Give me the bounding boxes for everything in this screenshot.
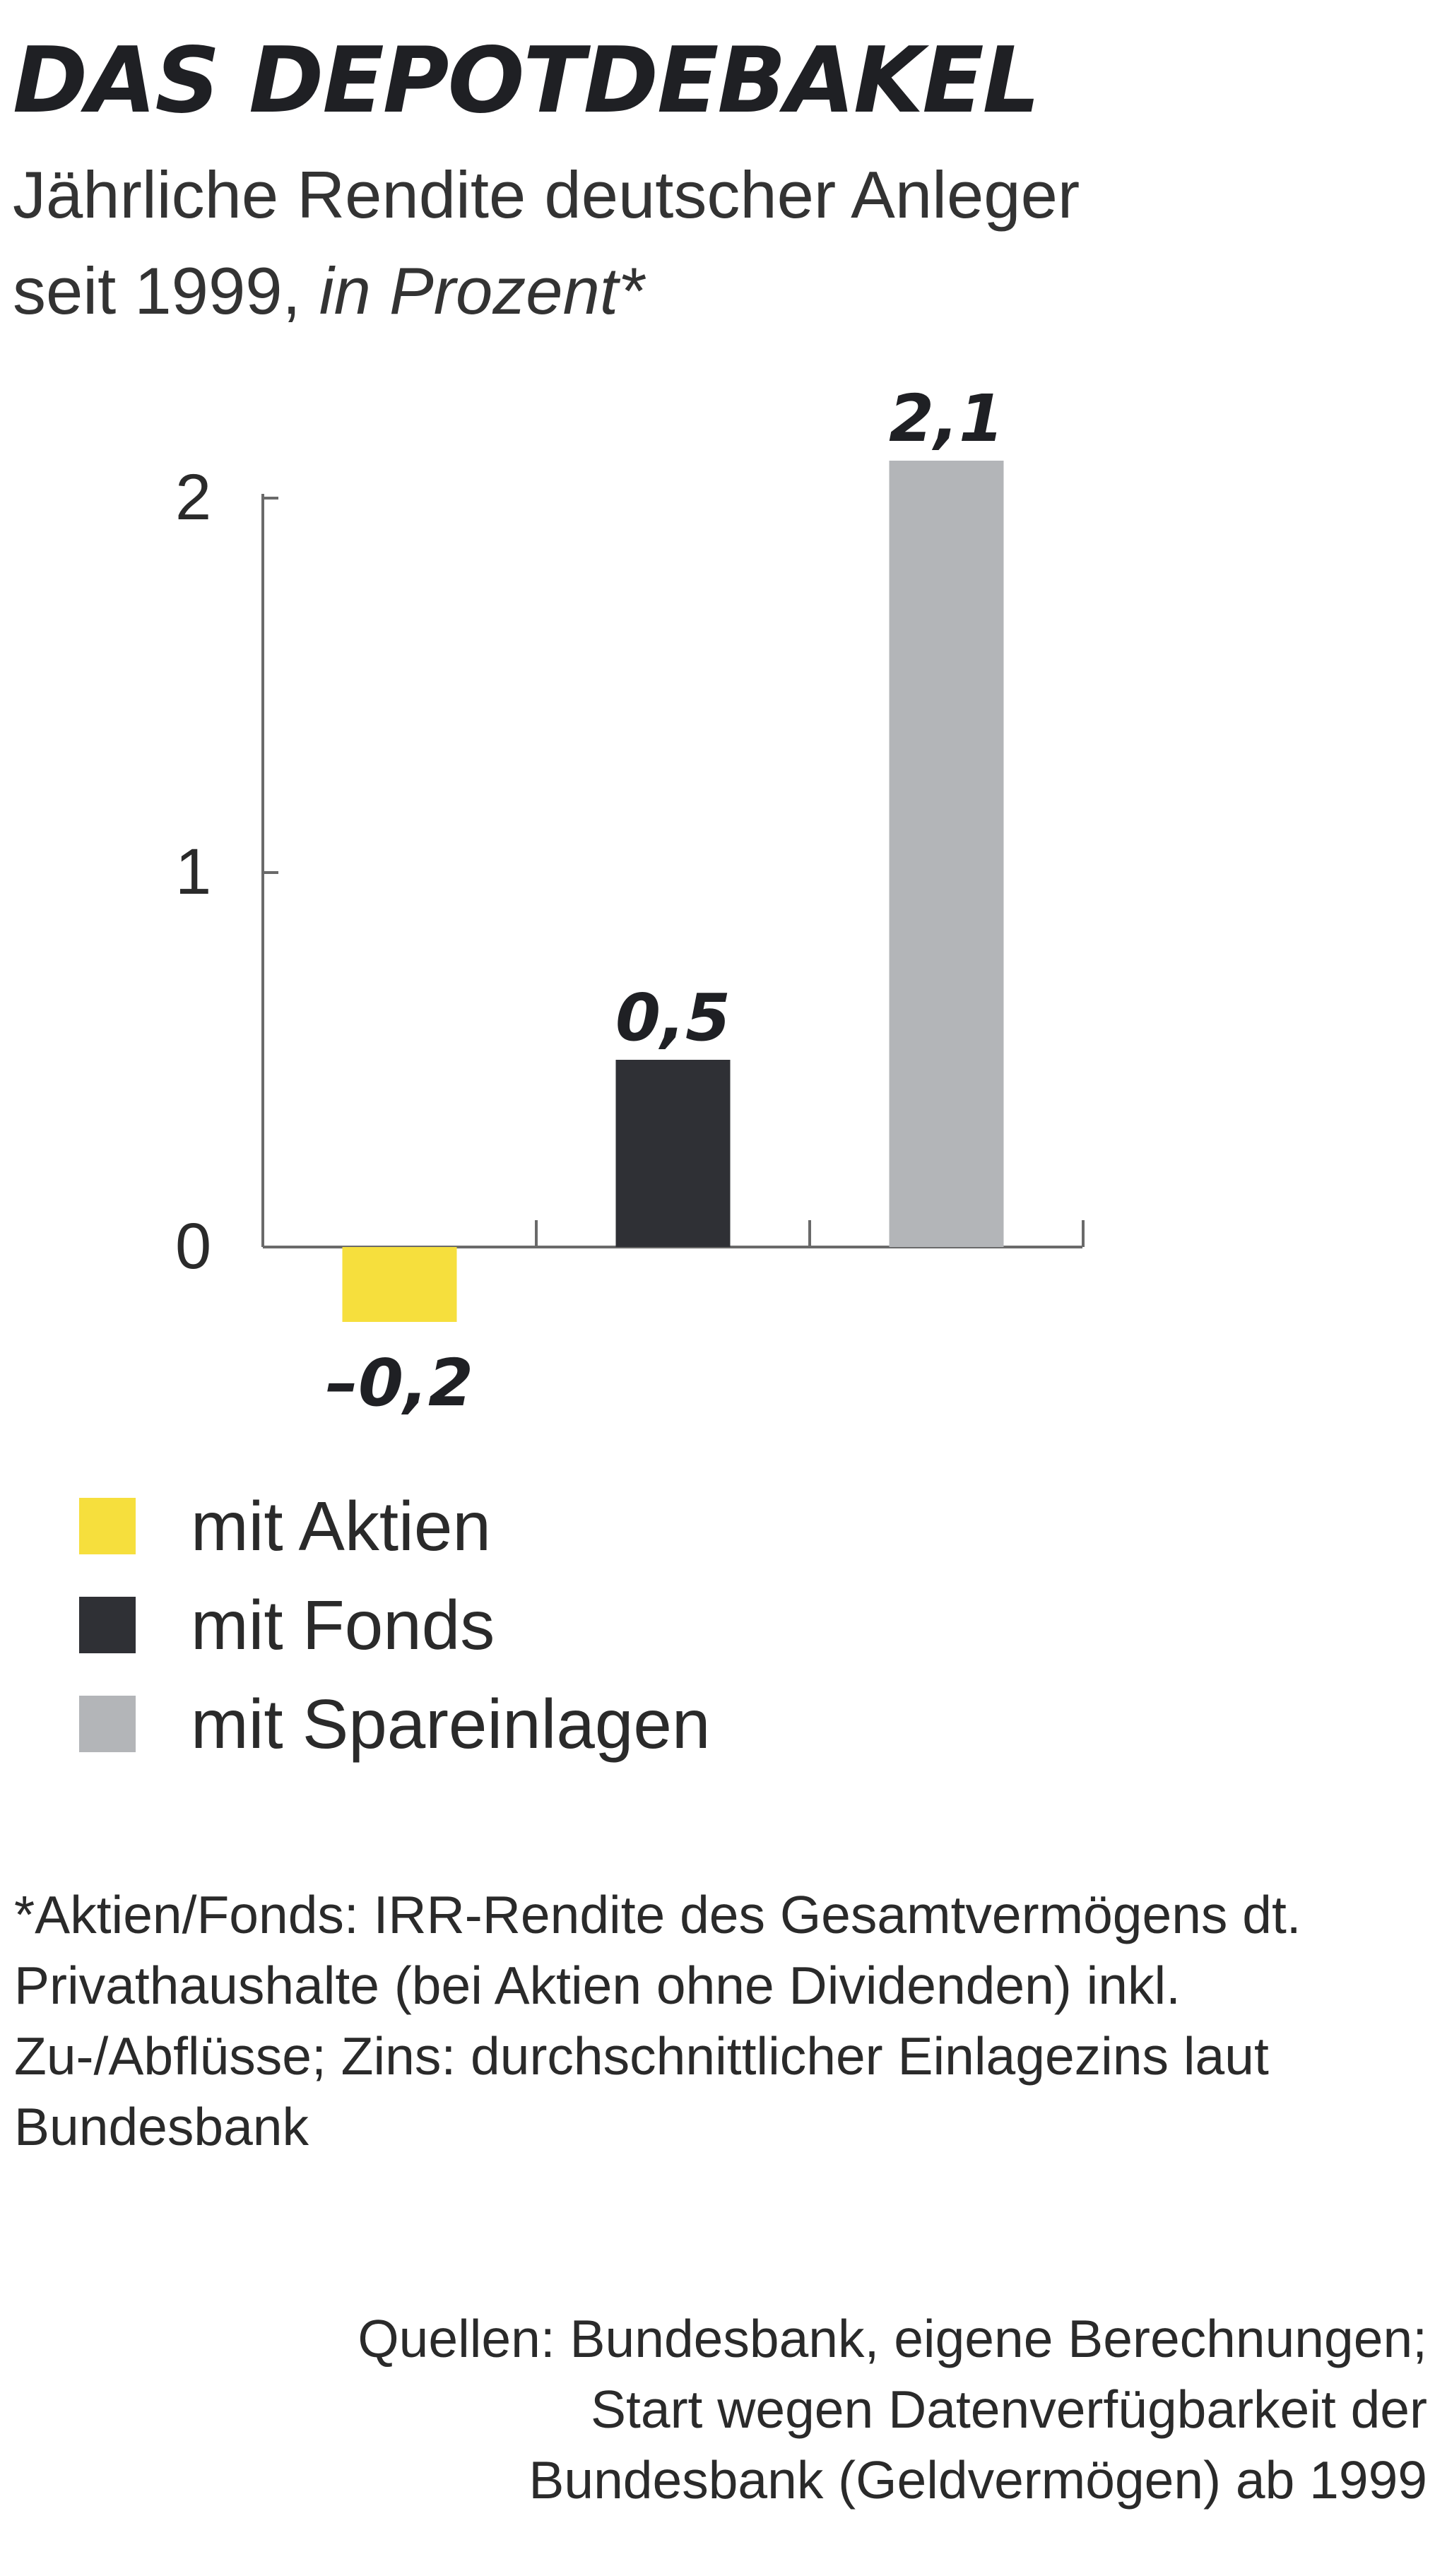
bar-1 bbox=[342, 1247, 457, 1322]
legend-item-spareinlagen: mit Spareinlagen bbox=[79, 1674, 710, 1773]
chart-subtitle: Jährliche Rendite deutscher Anleger seit… bbox=[13, 147, 1355, 339]
legend-swatch-spareinlagen bbox=[79, 1696, 136, 1752]
sources-line-3: Bundesbank (Geldvermögen) ab 1999 bbox=[528, 2450, 1427, 2510]
legend-item-aktien: mit Aktien bbox=[79, 1477, 710, 1576]
sources: Quellen: Bundesbank, eigene Berechnungen… bbox=[42, 2303, 1427, 2515]
legend-swatch-fonds bbox=[79, 1597, 136, 1653]
sources-line-1: Quellen: Bundesbank, eigene Berechnungen… bbox=[358, 2309, 1427, 2368]
legend-label-spareinlagen: mit Spareinlagen bbox=[191, 1684, 711, 1763]
y-tick-label: 2 bbox=[175, 461, 211, 533]
bar-value-label: –0,2 bbox=[326, 1345, 473, 1421]
legend: mit Aktien mit Fonds mit Spareinlagen bbox=[79, 1477, 710, 1773]
subtitle-unit: in Prozent* bbox=[319, 254, 644, 328]
bar-3 bbox=[889, 461, 1004, 1247]
legend-label-aktien: mit Aktien bbox=[191, 1487, 491, 1565]
bar-value-label: 0,5 bbox=[615, 980, 731, 1056]
subtitle-line-1: Jährliche Rendite deutscher Anleger bbox=[13, 158, 1080, 232]
sources-line-2: Start wegen Datenverfügbarkeit der bbox=[591, 2380, 1427, 2439]
bar-chart: 0 1 2 –0,2 0,5 2,1 bbox=[175, 381, 1085, 1421]
bar-value-label: 2,1 bbox=[889, 381, 1004, 456]
subtitle-line-2: seit 1999, in Prozent* bbox=[13, 243, 1355, 339]
legend-label-fonds: mit Fonds bbox=[191, 1585, 495, 1664]
bar-2 bbox=[615, 1060, 731, 1247]
subtitle-year: seit 1999, bbox=[13, 254, 301, 328]
legend-item-fonds: mit Fonds bbox=[79, 1576, 710, 1674]
y-tick-label: 1 bbox=[175, 836, 211, 908]
chart-title: DAS DEPOTDEBAKEL bbox=[13, 28, 1040, 134]
y-tick-label: 0 bbox=[175, 1210, 211, 1282]
footnote: *Aktien/Fonds: IRR-Rendite des Gesamtver… bbox=[14, 1885, 1301, 2156]
legend-swatch-aktien bbox=[79, 1498, 136, 1554]
